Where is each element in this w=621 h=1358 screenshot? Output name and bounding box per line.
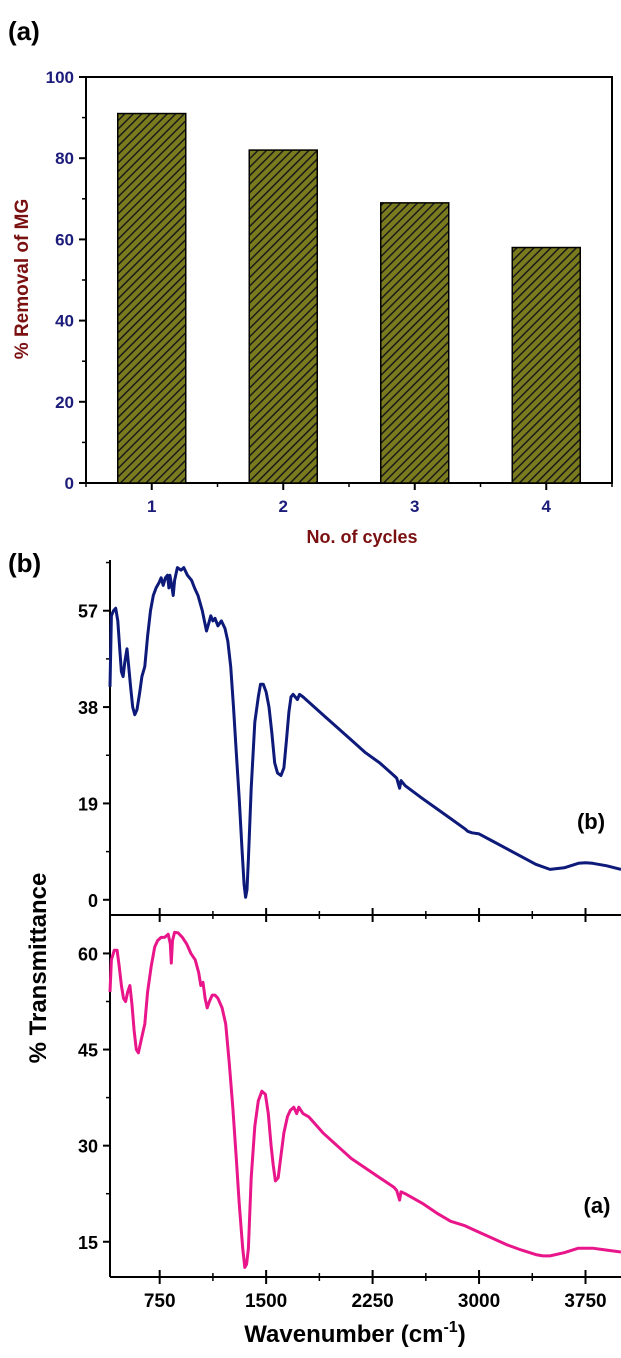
series-label-b: (b)	[577, 809, 605, 834]
ir-chart-y-axis-label: % Transmittance	[25, 873, 52, 1064]
ir-y-tick-label: 15	[78, 1233, 98, 1253]
x-axis-label-close: )	[458, 1321, 466, 1348]
bar-chart: 0 20 40 60 80 100 1 2 3 4	[46, 68, 613, 516]
ir-y-tick-label: 45	[78, 1041, 98, 1061]
bar-4	[511, 246, 581, 484]
ir-x-tick-label: 2250	[351, 1291, 393, 1312]
y-tick-label: 40	[55, 312, 74, 331]
panel-a-label: (a)	[8, 16, 40, 46]
ir-x-tick-label: 3000	[458, 1291, 500, 1312]
ir-x-tick-label: 3750	[564, 1291, 606, 1312]
x-axis-label-superscript: -1	[443, 1319, 457, 1336]
x-tick-label: 3	[410, 497, 419, 516]
y-tick-label: 60	[55, 230, 74, 249]
ir-y-tick-label: 60	[78, 944, 98, 964]
x-tick-label: 4	[542, 497, 552, 516]
ir-x-tick-label: 1500	[245, 1291, 287, 1312]
bar-1	[117, 112, 187, 484]
spectrum-line-a	[108, 930, 621, 1269]
ir-x-tick-label: 750	[144, 1291, 176, 1312]
y-tick-label: 100	[46, 68, 74, 87]
ir-y-tick-label: 0	[88, 891, 98, 911]
bar-3	[380, 202, 450, 484]
y-tick-label: 0	[65, 474, 74, 493]
y-tick-label: 80	[55, 149, 74, 168]
y-tick-label: 20	[55, 393, 74, 412]
ir-y-tick-label: 19	[78, 794, 98, 814]
bar-chart-x-axis-label: No. of cycles	[306, 527, 417, 547]
x-axis-label-main: Wavenumber (cm	[244, 1321, 443, 1348]
ir-y-tick-label: 57	[78, 602, 98, 622]
ir-y-tick-label: 30	[78, 1137, 98, 1157]
x-tick-label: 1	[147, 497, 156, 516]
panel-b-label: (b)	[8, 548, 41, 578]
bar-chart-y-axis-label: % Removal of MG	[12, 199, 33, 359]
ir-chart-x-axis-label: Wavenumber (cm-1)	[244, 1319, 465, 1348]
ir-spectra-chart: 0 19 38 57 (b) 15 30 45 60 (a) 750 1500 2250 3000 3750	[78, 560, 621, 1312]
x-tick-label: 2	[279, 497, 288, 516]
ir-y-tick-label: 38	[78, 698, 98, 718]
spectrum-line-b	[108, 566, 621, 899]
series-label-a: (a)	[584, 1193, 611, 1218]
bar-2	[248, 149, 318, 484]
